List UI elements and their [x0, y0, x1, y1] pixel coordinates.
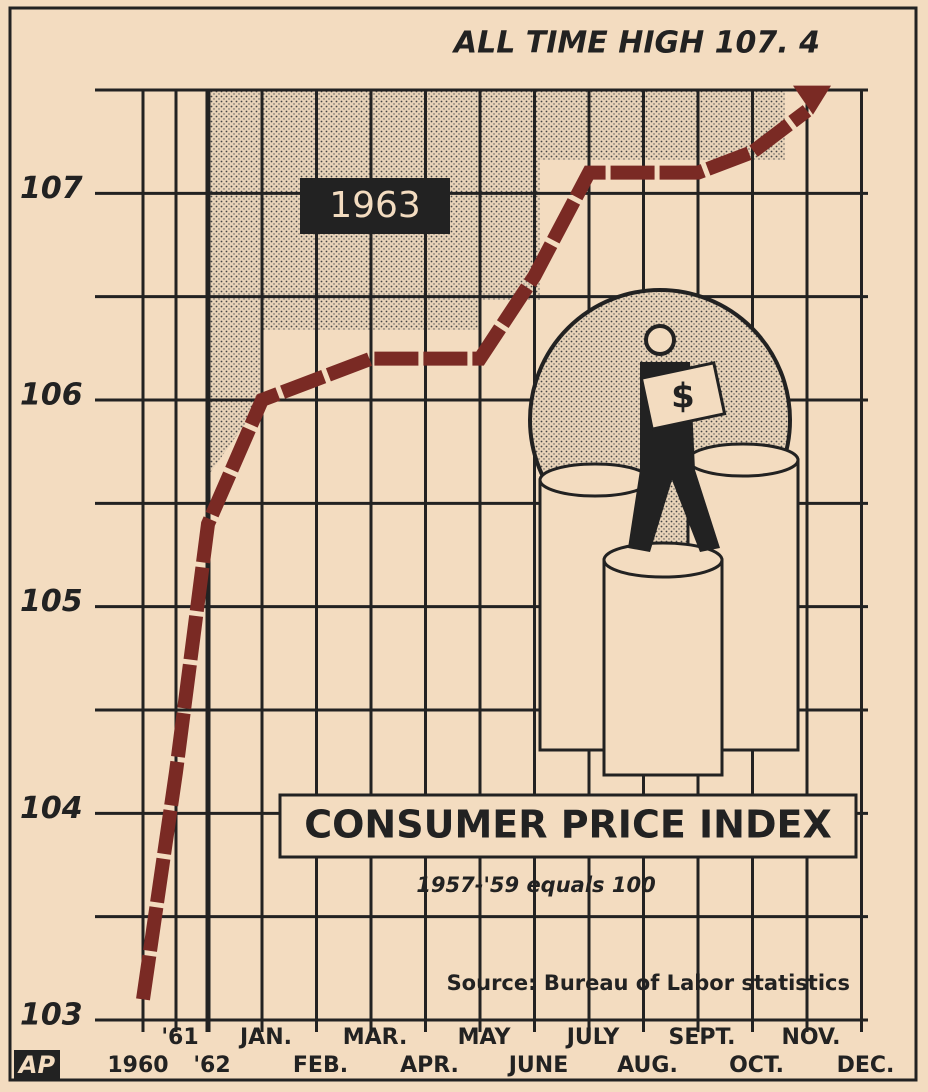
x-tick-label: 1960 — [107, 1053, 168, 1078]
x-tick-label: OCT. — [729, 1053, 784, 1078]
y-tick-label: 104 — [20, 791, 83, 826]
x-tick-label: NOV. — [781, 1025, 840, 1050]
source: Source: Bureau of Labor statistics — [447, 971, 850, 995]
x-tick-label: SEPT. — [668, 1025, 735, 1050]
chart-title: CONSUMER PRICE INDEX — [304, 803, 832, 847]
x-tick-label: MAR. — [343, 1025, 408, 1050]
y-tick-label: 107 — [20, 171, 83, 206]
highlight-label: 1963 — [329, 185, 421, 226]
chart: $ 103 104 105 106 107 1960 '61 '62 JAN.FEB. MAR. A… — [0, 0, 928, 1088]
x-tick-label: JAN. — [238, 1025, 292, 1050]
x-tick-label: FEB. — [293, 1053, 348, 1078]
svg-text:$: $ — [671, 377, 695, 417]
annotation: ALL TIME HIGH 107. 4 — [452, 26, 820, 61]
y-tick-label: 103 — [20, 998, 83, 1033]
x-tick-label: JUNE — [507, 1053, 569, 1078]
x-tick-label: AUG. — [617, 1053, 678, 1078]
x-tick-label: '61 — [161, 1025, 198, 1050]
illustration: $ — [530, 290, 798, 775]
y-tick-label: 105 — [20, 584, 83, 619]
x-tick-label: MAY — [458, 1025, 512, 1050]
x-tick-label: APR. — [400, 1053, 459, 1078]
x-tick-label: DEC. — [837, 1053, 895, 1078]
x-tick-label: JULY — [565, 1025, 621, 1050]
y-tick-label: 106 — [20, 378, 83, 413]
logo: AP — [17, 1051, 56, 1079]
subtitle: 1957-'59 equals 100 — [416, 873, 655, 897]
x-tick-label: '62 — [193, 1053, 230, 1078]
